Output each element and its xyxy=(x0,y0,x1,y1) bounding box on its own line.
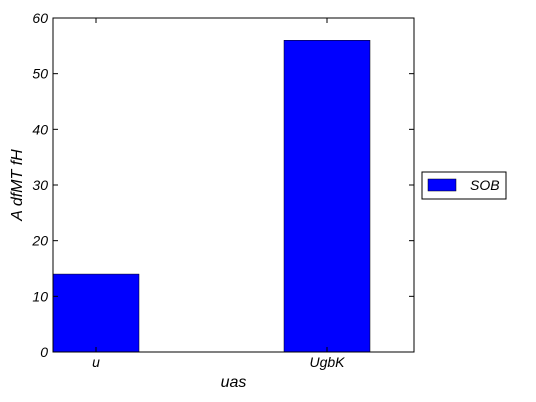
bar-UgbK xyxy=(283,40,371,353)
bars-group xyxy=(52,40,371,353)
y-tick-label: 30 xyxy=(32,177,48,193)
legend-label-sob: SOB xyxy=(470,177,500,193)
y-tick-label: 60 xyxy=(32,10,48,26)
legend-swatch-sob xyxy=(427,178,457,192)
y-tick-label: 10 xyxy=(32,288,48,304)
x-axis-ticks: u UgbK xyxy=(92,18,345,370)
y-axis-label: A dfMT fH xyxy=(9,149,26,222)
y-tick-label: 0 xyxy=(40,344,48,360)
bar-u xyxy=(52,273,140,353)
legend: SOB xyxy=(421,171,507,200)
x-tick-label-u: u xyxy=(92,354,100,370)
y-tick-label: 50 xyxy=(32,66,48,82)
y-tick-label: 20 xyxy=(31,233,48,249)
x-axis-label: uas xyxy=(221,374,247,391)
y-tick-label: 40 xyxy=(32,121,48,137)
x-tick-label-UgbK: UgbK xyxy=(309,354,345,370)
y-axis-ticks: 0 10 20 30 40 50 60 xyxy=(31,10,414,360)
